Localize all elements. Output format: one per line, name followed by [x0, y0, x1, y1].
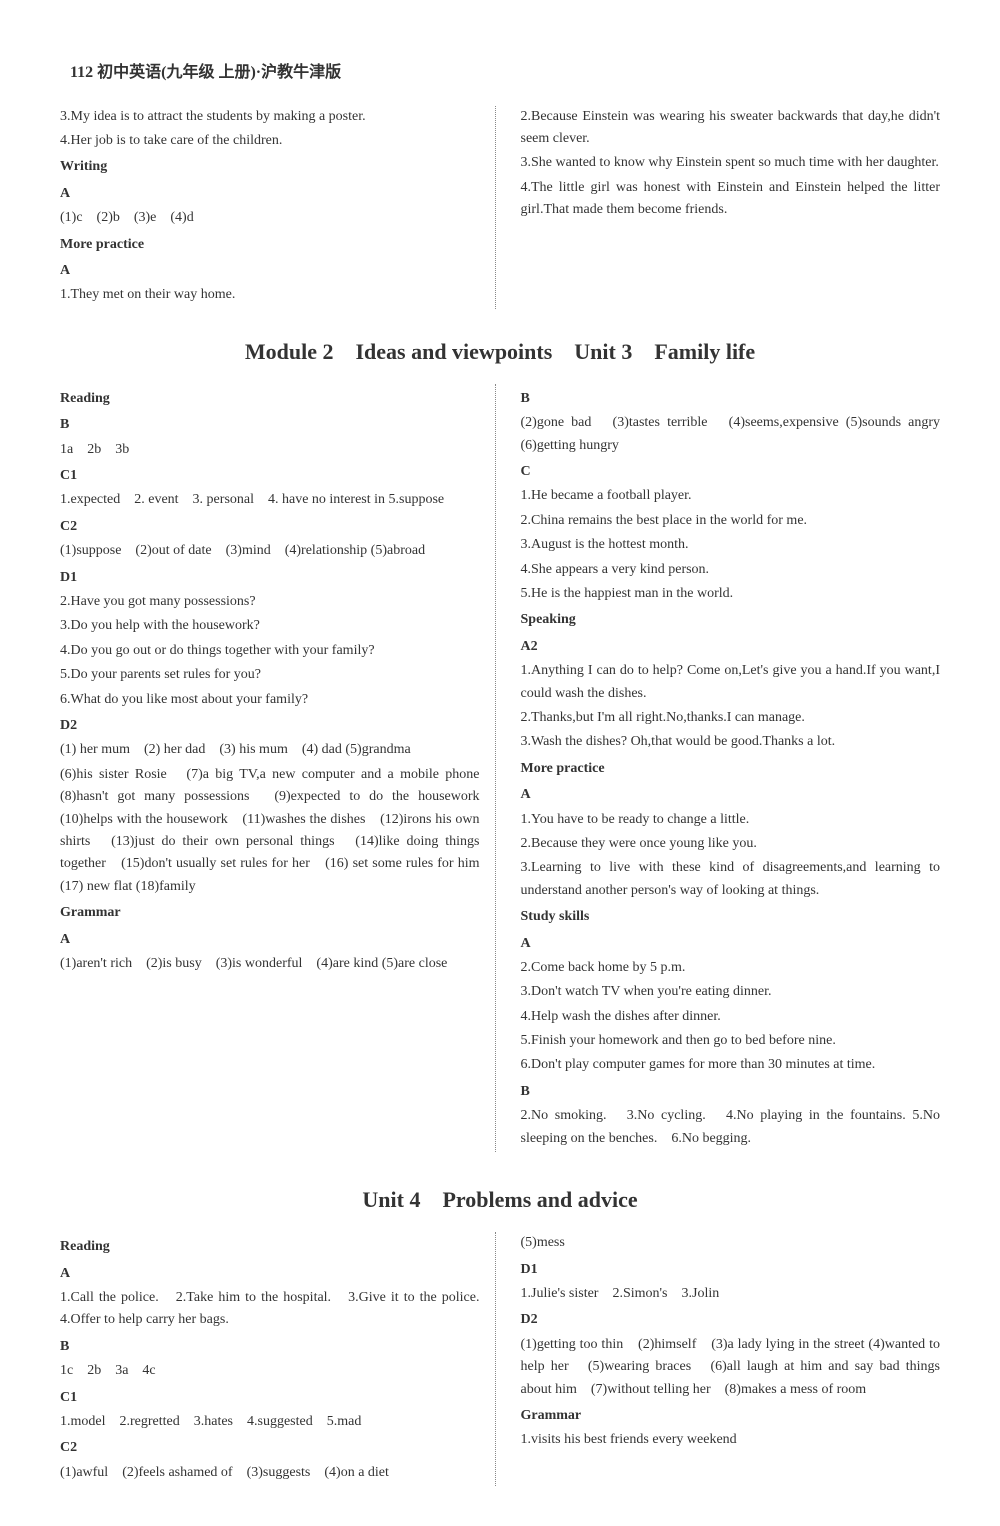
c1-label: C1 — [60, 465, 480, 487]
study-a-line: 2.Come back home by 5 p.m. — [521, 957, 941, 979]
grammar-content: 1.visits his best friends every weekend — [521, 1429, 941, 1451]
b-label: B — [60, 414, 480, 436]
d1-label: D1 — [60, 567, 480, 589]
c2-content: (1)suppose (2)out of date (3)mind (4)rel… — [60, 540, 480, 562]
c2-label: C2 — [60, 516, 480, 538]
d1-line: 2.Have you got many possessions? — [60, 591, 480, 613]
d2-content: (1)getting too thin (2)himself (3)a lady… — [521, 1334, 941, 1401]
c-line: 4.She appears a very kind person. — [521, 559, 941, 581]
study-a-line: 4.Help wash the dishes after dinner. — [521, 1006, 941, 1028]
more-a-line: 1.You have to be ready to change a littl… — [521, 809, 941, 831]
d1-content: 1.Julie's sister 2.Simon's 3.Jolin — [521, 1283, 941, 1305]
top-right-col: 2.Because Einstein was wearing his sweat… — [516, 106, 941, 309]
a2-line: 3.Wash the dishes? Oh,that would be good… — [521, 731, 941, 753]
reading-label: Reading — [60, 388, 480, 410]
b-content: 1a 2b 3b — [60, 439, 480, 461]
unit4-right-col: (5)mess D1 1.Julie's sister 2.Simon's 3.… — [516, 1232, 941, 1486]
d2-content2: (6)his sister Rosie (7)a big TV,a new co… — [60, 764, 480, 898]
c1-label: C1 — [60, 1387, 480, 1409]
text-line: 3.My idea is to attract the students by … — [60, 106, 480, 128]
d2-label: D2 — [60, 715, 480, 737]
unit4-title: Unit 4 Problems and advice — [60, 1182, 940, 1217]
a-content: 1.Call the police. 2.Take him to the hos… — [60, 1287, 480, 1332]
study-a-line: 3.Don't watch TV when you're eating dinn… — [521, 981, 941, 1003]
d1-line: 5.Do your parents set rules for you? — [60, 664, 480, 686]
mess: (5)mess — [521, 1232, 941, 1254]
top-left-col: 3.My idea is to attract the students by … — [60, 106, 496, 309]
grammar-a: A — [60, 929, 480, 951]
writing-a-content: (1)c (2)b (3)e (4)d — [60, 207, 480, 229]
d1-line: 3.Do you help with the housework? — [60, 615, 480, 637]
more-practice: More practice — [60, 234, 480, 256]
unit4-section: Reading A 1.Call the police. 2.Take him … — [60, 1232, 940, 1486]
text-line: 3.She wanted to know why Einstein spent … — [521, 152, 941, 174]
d1-line: 6.What do you like most about your famil… — [60, 689, 480, 711]
c-line: 5.He is the happiest man in the world. — [521, 583, 941, 605]
d1-label: D1 — [521, 1259, 941, 1281]
top-section: 3.My idea is to attract the students by … — [60, 106, 940, 309]
more-a-line: 3.Learning to live with these kind of di… — [521, 857, 941, 902]
b-label: B — [521, 388, 941, 410]
c-label: C — [521, 461, 941, 483]
a2-line: 1.Anything I can do to help? Come on,Let… — [521, 660, 941, 705]
grammar-a-content: (1)aren't rich (2)is busy (3)is wonderfu… — [60, 953, 480, 975]
grammar-label: Grammar — [521, 1405, 941, 1427]
writing-label: Writing — [60, 156, 480, 178]
study-b-label: B — [521, 1081, 941, 1103]
d2-label: D2 — [521, 1309, 941, 1331]
more-a-line: 2.Because they were once young like you. — [521, 833, 941, 855]
reading-label: Reading — [60, 1236, 480, 1258]
more-practice-label: More practice — [521, 758, 941, 780]
c-line: 3.August is the hottest month. — [521, 534, 941, 556]
page-header: 112 初中英语(九年级 上册)·沪教牛津版 — [60, 60, 940, 86]
study-a-line: 6.Don't play computer games for more tha… — [521, 1054, 941, 1076]
c1-content: 1.model 2.regretted 3.hates 4.suggested … — [60, 1411, 480, 1433]
study-b-content: 2.No smoking. 3.No cycling. 4.No playing… — [521, 1105, 941, 1150]
a2-line: 2.Thanks,but I'm all right.No,thanks.I c… — [521, 707, 941, 729]
module2-left-col: Reading B 1a 2b 3b C1 1.expected 2. even… — [60, 384, 496, 1152]
text-line: 4.The little girl was honest with Einste… — [521, 177, 941, 222]
more-a-content: 1.They met on their way home. — [60, 284, 480, 306]
study-a-label: A — [521, 933, 941, 955]
writing-a: A — [60, 183, 480, 205]
d2-content: (1) her mum (2) her dad (3) his mum (4) … — [60, 739, 480, 761]
module2-section: Reading B 1a 2b 3b C1 1.expected 2. even… — [60, 384, 940, 1152]
study-skills-label: Study skills — [521, 906, 941, 928]
b-label: B — [60, 1336, 480, 1358]
c-line: 1.He became a football player. — [521, 485, 941, 507]
b-content: 1c 2b 3a 4c — [60, 1360, 480, 1382]
unit4-left-col: Reading A 1.Call the police. 2.Take him … — [60, 1232, 496, 1486]
study-a-line: 5.Finish your homework and then go to be… — [521, 1030, 941, 1052]
module2-right-col: B (2)gone bad (3)tastes terrible (4)seem… — [516, 384, 941, 1152]
more-a: A — [60, 260, 480, 282]
module2-title: Module 2 Ideas and viewpoints Unit 3 Fam… — [60, 334, 940, 369]
more-a-label: A — [521, 784, 941, 806]
grammar-label: Grammar — [60, 902, 480, 924]
b-content: (2)gone bad (3)tastes terrible (4)seems,… — [521, 412, 941, 457]
speaking-label: Speaking — [521, 609, 941, 631]
text-line: 2.Because Einstein was wearing his sweat… — [521, 106, 941, 151]
a-label: A — [60, 1263, 480, 1285]
c2-label: C2 — [60, 1437, 480, 1459]
c-line: 2.China remains the best place in the wo… — [521, 510, 941, 532]
c2-content: (1)awful (2)feels ashamed of (3)suggests… — [60, 1462, 480, 1484]
a2-label: A2 — [521, 636, 941, 658]
text-line: 4.Her job is to take care of the childre… — [60, 130, 480, 152]
d1-line: 4.Do you go out or do things together wi… — [60, 640, 480, 662]
c1-content: 1.expected 2. event 3. personal 4. have … — [60, 489, 480, 511]
